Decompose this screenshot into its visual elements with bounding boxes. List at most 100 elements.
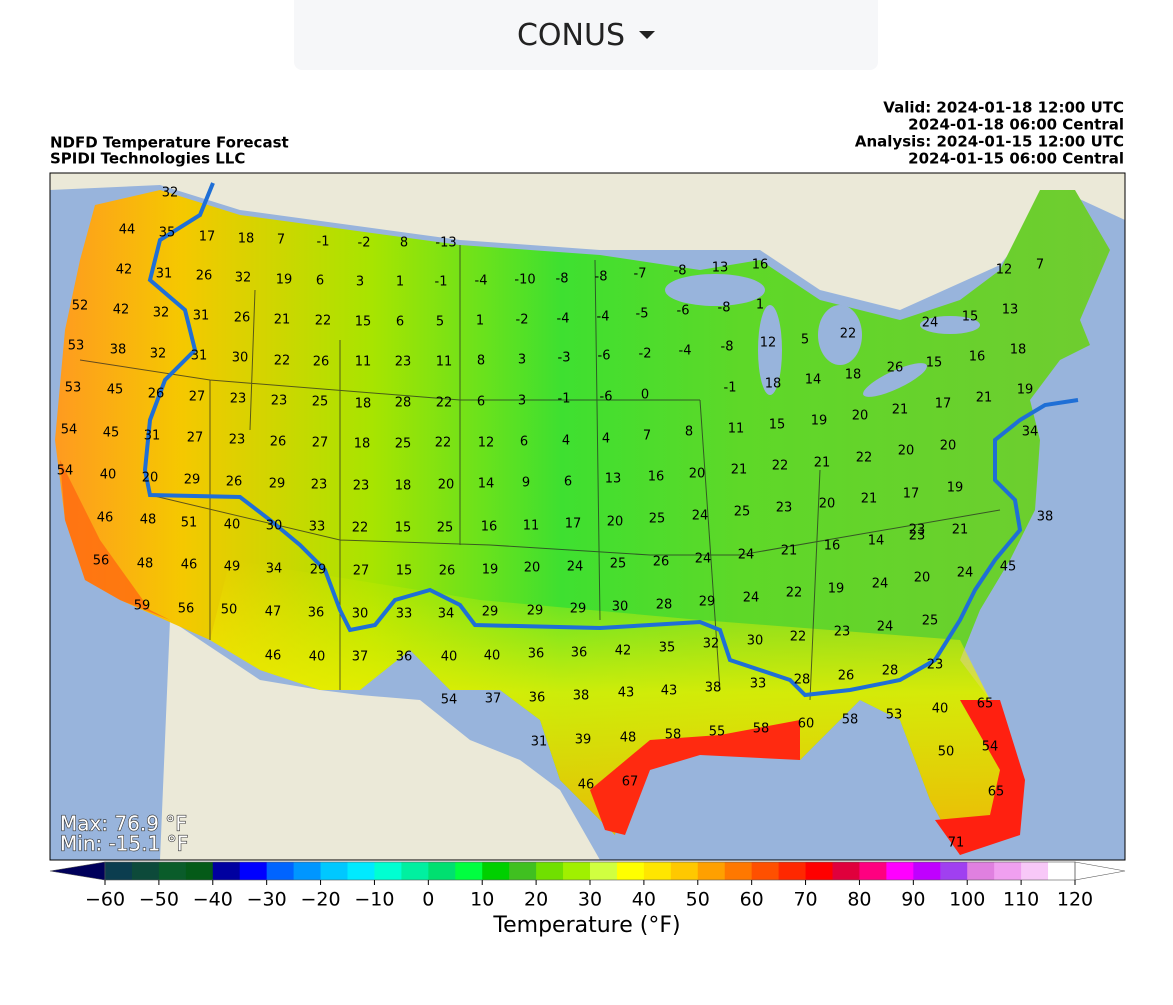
station-temperature: 54 [61,423,78,438]
station-temperature: 56 [93,554,110,569]
station-temperature: 54 [982,740,999,755]
station-temperature: 37 [352,650,369,665]
station-temperature: 23 [909,529,926,544]
station-temperature: -4 [679,344,692,359]
station-temperature: 47 [265,605,282,620]
station-temperature: 36 [529,691,546,706]
colorbar-segment [428,862,456,880]
station-temperature: 21 [731,463,748,478]
station-temperature: 22 [772,459,789,474]
colorbar-segment [563,862,591,880]
station-temperature: 35 [159,226,176,241]
station-temperature: 25 [734,505,751,520]
colorbar-segment [185,862,214,880]
colorbar-segment [859,862,887,880]
station-temperature: 40 [441,650,458,665]
station-temperature: 32 [153,306,170,321]
station-temperature: 29 [482,605,499,620]
station-temperature: 38 [573,689,590,704]
station-temperature: 45 [103,426,120,441]
colorbar-tick-label: −40 [193,889,233,911]
station-temperature: 52 [72,299,89,314]
station-temperature: 35 [659,641,676,656]
station-temperature: 22 [436,396,453,411]
station-temperature: 53 [68,339,85,354]
station-temperature: -13 [435,236,456,251]
station-temperature: 38 [705,681,722,696]
station-temperature: -6 [600,390,613,405]
station-temperature: 1 [476,314,484,329]
station-temperature: 30 [747,634,764,649]
dropdown-caret[interactable] [639,31,655,39]
colorbar-segment [590,862,618,880]
station-temperature: 36 [308,606,325,621]
region-selector[interactable]: CONUS [294,0,878,70]
station-temperature: 7 [643,429,651,444]
region-selector-label[interactable]: CONUS [516,17,625,53]
station-temperature: -4 [557,312,570,327]
station-temperature: 26 [196,269,213,284]
station-temperature: 23 [353,479,370,494]
station-temperature: 31 [531,735,548,750]
station-temperature: 34 [438,607,455,622]
station-temperature: 24 [922,316,939,331]
colorbar-segment [643,862,672,880]
station-temperature: 23 [271,394,288,409]
station-temperature: 58 [753,722,770,737]
colorbar-tick-label: 50 [686,889,710,911]
colorbar-tick-label: 10 [470,889,494,911]
colorbar-segment [374,862,402,880]
station-temperature: 7 [277,233,285,248]
station-temperature: 20 [852,409,869,424]
station-temperature: 26 [653,555,670,570]
colorbar-tick-label: 0 [422,889,434,911]
station-temperature: 25 [395,437,412,452]
station-temperature: 25 [610,557,627,572]
station-temperature: 5 [436,315,444,330]
colorbar-tick-label: 40 [632,889,656,911]
colorbar-tick-label: 30 [578,889,602,911]
station-temperature: 17 [935,397,952,412]
mexico [160,620,600,860]
station-temperature: 32 [235,271,252,286]
station-temperature: 23 [311,478,328,493]
colorbar-segment [697,862,726,880]
colorbar-segment [967,862,995,880]
station-temperature: -8 [718,301,731,316]
station-temperature: 40 [484,649,501,664]
station-temperature: -8 [556,272,569,287]
colorbar-tick-label: 90 [901,889,925,911]
station-temperature: 50 [221,603,238,618]
min-label: Min: -15.1 °F [60,832,188,856]
colorbar-segment [509,862,537,880]
colorbar-segment [158,862,187,880]
station-temperature: 18 [845,368,862,383]
station-temperature: 8 [685,425,693,440]
gulf-coast-warm [590,720,800,835]
colorbar-segment [751,862,780,880]
station-temperature: 29 [310,563,327,578]
southern-warm-field [210,560,1020,855]
station-temperature: 40 [932,702,949,717]
station-temperature: 20 [142,471,159,486]
station-temperature: 59 [134,599,151,614]
station-temperature: 14 [868,534,885,549]
station-temperature: 28 [882,664,899,679]
station-temperature: 15 [395,521,412,536]
station-temperature: 19 [828,582,845,597]
colorbar-segment [482,862,510,880]
station-temperature: 20 [914,571,931,586]
station-temperature: 36 [396,650,413,665]
station-temperature: 18 [354,437,371,452]
colorbar-tick-label: −20 [301,889,341,911]
valid-time: Valid: 2024-01-18 12:00 UTC [883,99,1124,117]
station-temperature: 38 [1037,510,1054,525]
station-temperature: 23 [909,523,926,538]
station-temperature: 65 [977,697,994,712]
station-temperature: 32 [150,347,167,362]
station-temperature: 27 [353,564,370,579]
station-temperature: 17 [199,230,216,245]
station-temperature: 29 [269,477,286,492]
station-temperature: 58 [665,728,682,743]
